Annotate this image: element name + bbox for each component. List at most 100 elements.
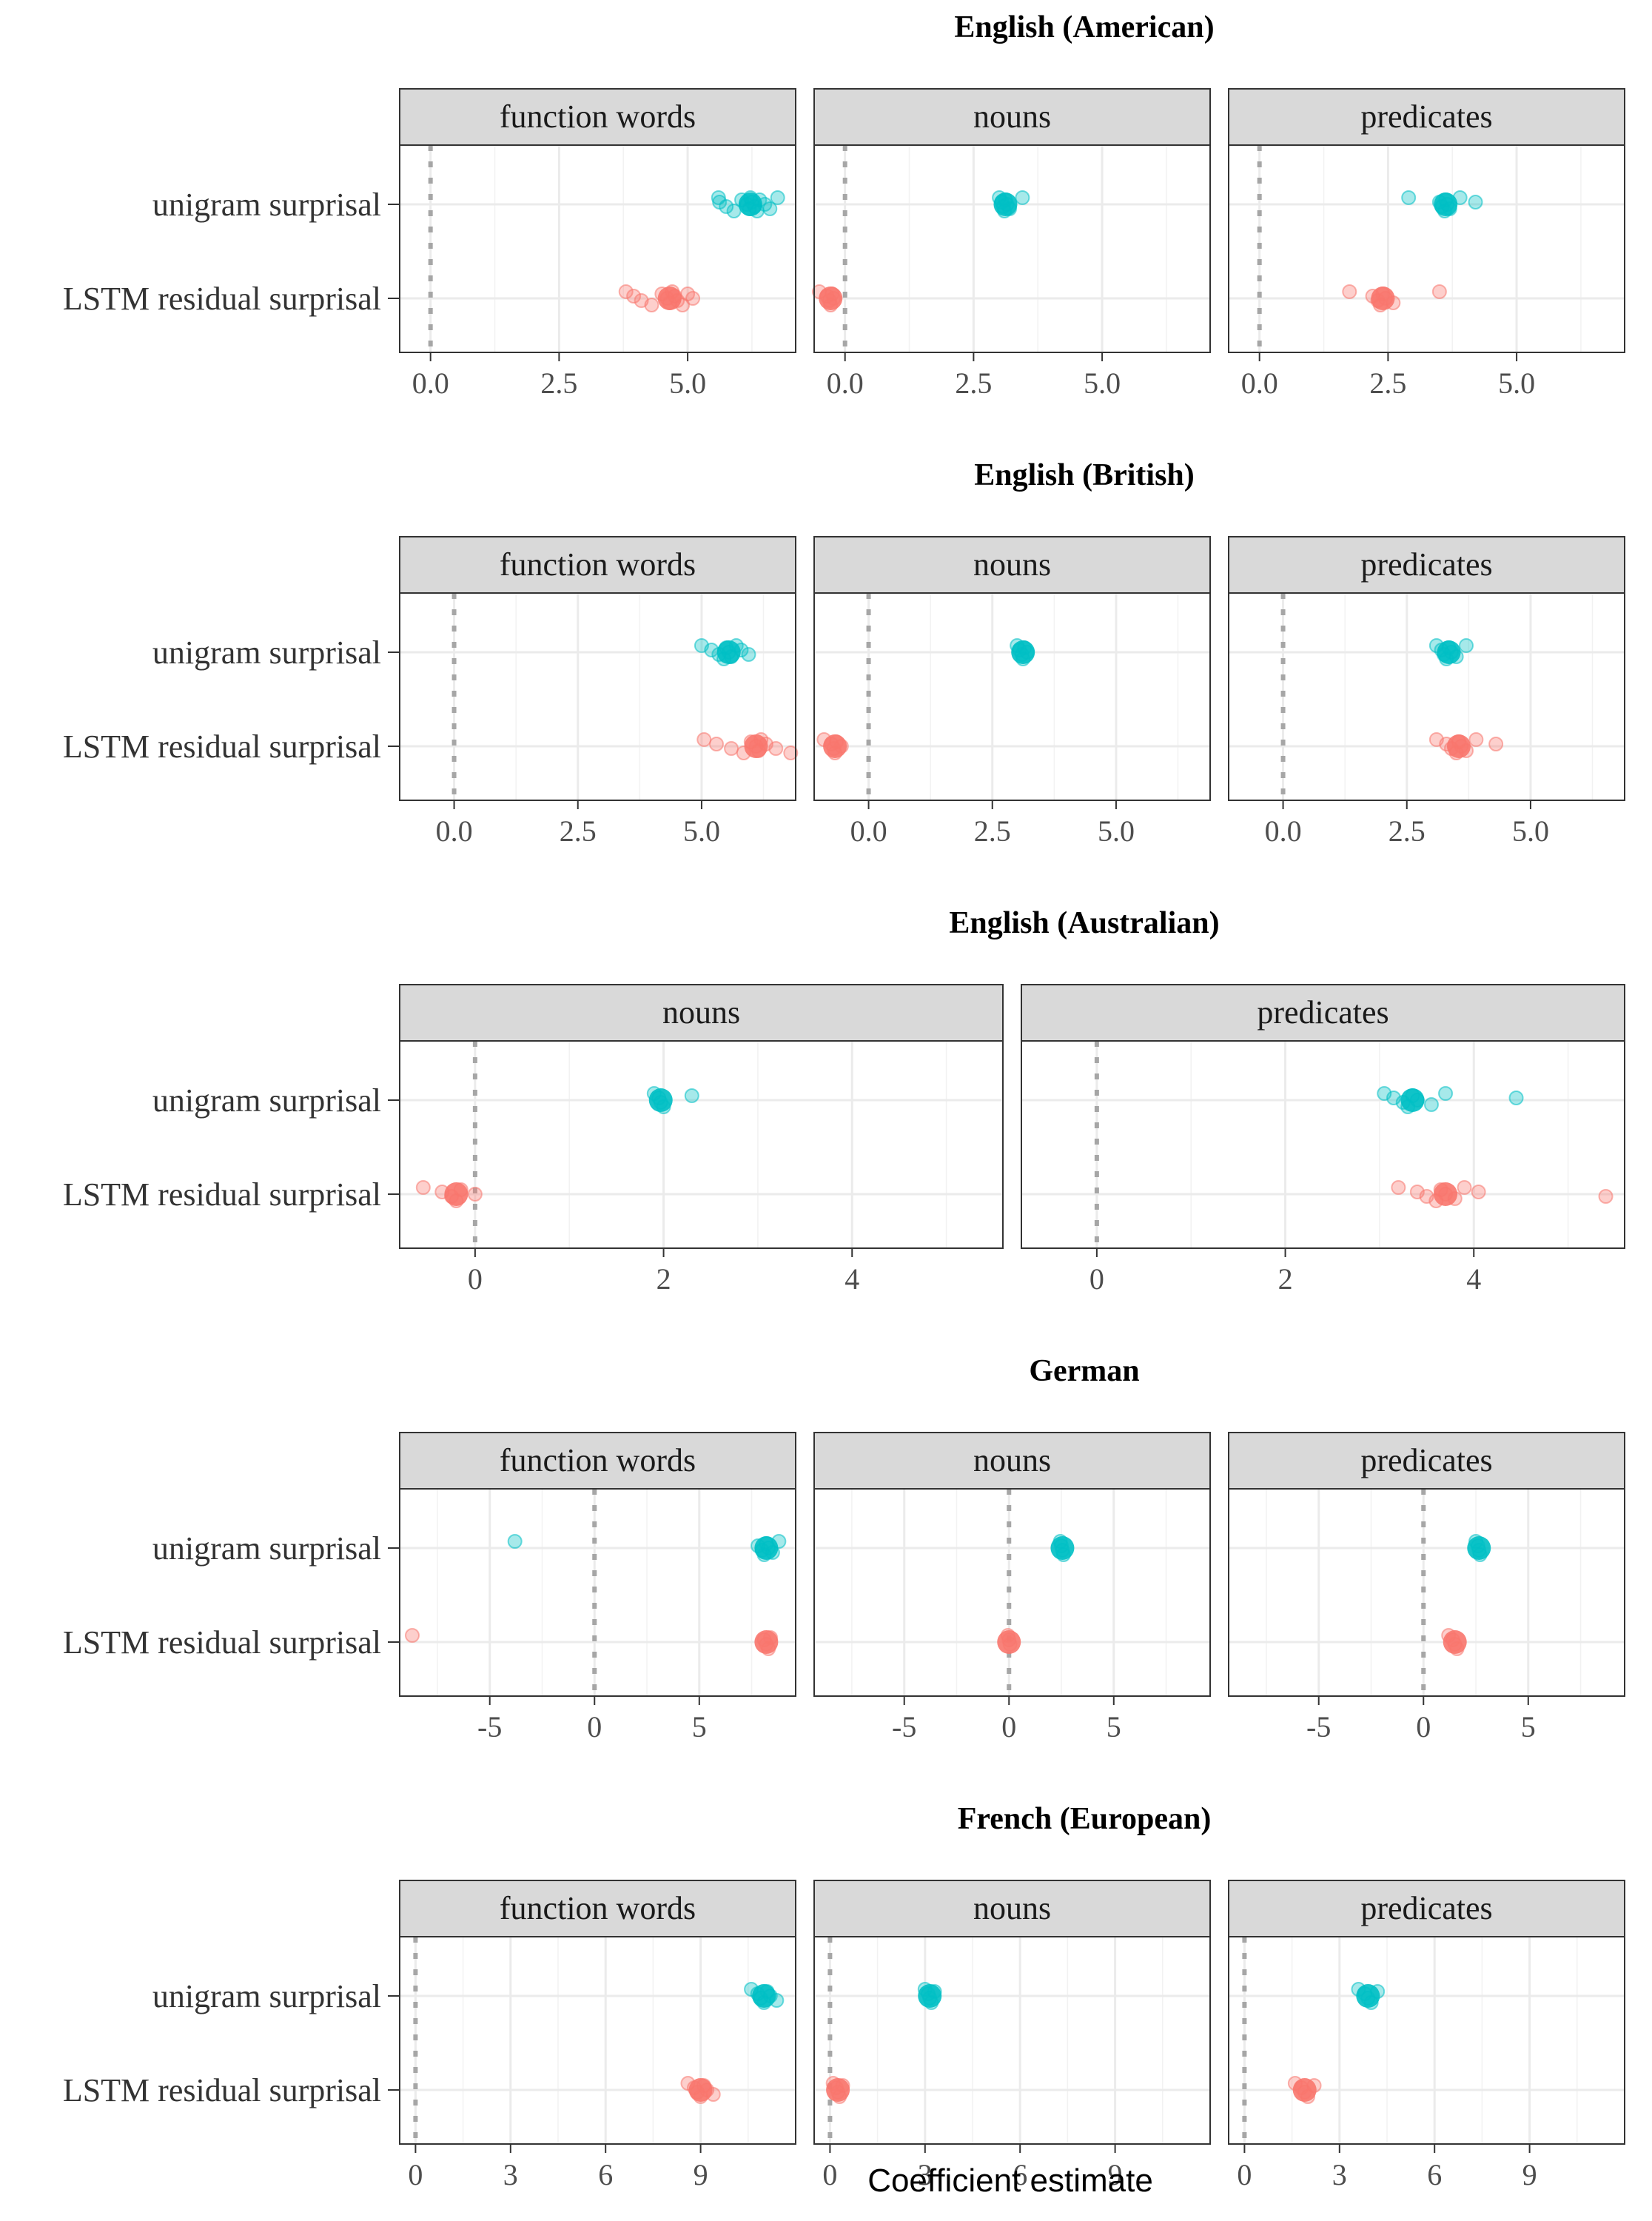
language-title: English (Australian)	[949, 906, 1219, 940]
facet-strip-label: function words	[500, 1890, 696, 1926]
facet-strip-label: predicates	[1257, 994, 1389, 1031]
facet-strip-label: nouns	[973, 98, 1051, 135]
panel-background	[814, 1489, 1210, 1696]
x-tick-label: 0	[587, 1710, 602, 1743]
data-point	[1598, 1189, 1614, 1204]
x-tick-label: 5.0	[683, 814, 720, 848]
x-tick-label: 0.0	[436, 814, 473, 848]
x-tick-label: 5.0	[1512, 814, 1549, 848]
cluster-point	[1443, 1630, 1467, 1654]
row-label: unigram surprisal	[152, 187, 381, 223]
x-tick-label: 0	[1416, 1710, 1431, 1743]
x-tick-label: 2.5	[955, 366, 992, 400]
data-point	[770, 190, 785, 205]
cluster-point	[1467, 1536, 1491, 1560]
x-tick-label: 0.0	[827, 366, 864, 400]
panel-border	[813, 1936, 1211, 2145]
x-tick-label: 6	[598, 2158, 613, 2191]
x-tick-label: 5.0	[1084, 366, 1121, 400]
facet-panel: function words -5 0 5	[399, 1432, 796, 1743]
row-label: unigram surprisal	[152, 1530, 381, 1567]
panel-border	[399, 1040, 1004, 1249]
x-axis-label: Coefficient estimate	[867, 2163, 1153, 2199]
row-label: unigram surprisal	[152, 1978, 381, 2014]
facet-strip-label: predicates	[1360, 1890, 1492, 1926]
panel-border	[399, 592, 796, 801]
data-point	[1468, 732, 1484, 747]
facet-strip-label: function words	[500, 546, 696, 583]
panel-background	[1229, 1937, 1625, 2144]
data-point	[1431, 284, 1447, 299]
panel-border	[813, 144, 1211, 353]
facet-strip	[813, 1432, 1211, 1490]
panel-background	[814, 1937, 1210, 2144]
data-point	[1471, 1185, 1486, 1199]
panel-border	[399, 144, 796, 353]
data-point	[726, 204, 742, 218]
x-tick-label: 2.5	[974, 814, 1011, 848]
facet-panel: predicates 0 2 4	[1021, 984, 1625, 1296]
facet-strip-label: predicates	[1360, 546, 1492, 583]
facet-panel: predicates 0.0 2.5 5.0	[1228, 88, 1625, 400]
facet-panel: nouns 0 2 4	[399, 984, 1004, 1296]
data-point	[404, 1628, 420, 1643]
panel-background	[1229, 1489, 1625, 1696]
cluster-point	[744, 734, 768, 758]
facet-strip-label: predicates	[1360, 98, 1492, 135]
facet-strip	[1228, 88, 1625, 146]
panel-background	[814, 593, 1210, 800]
data-point	[1423, 1097, 1439, 1112]
data-point	[626, 289, 642, 304]
facet-strip-label: nouns	[973, 546, 1051, 583]
x-tick-label: -5	[477, 1710, 502, 1743]
row-label: LSTM residual surprisal	[63, 2072, 381, 2108]
data-point	[719, 199, 734, 214]
panel-background	[1021, 1041, 1625, 1248]
facet-panel: nouns 0.0 2.5 5.0	[813, 536, 1211, 848]
x-tick-label: 0	[822, 2158, 837, 2191]
panel-background	[814, 145, 1210, 352]
cluster-point	[752, 1984, 776, 2008]
x-tick-label: 2.5	[1369, 366, 1406, 400]
x-tick-label: 2	[657, 1262, 671, 1296]
facet-strip-label: function words	[500, 98, 696, 135]
facet-strip	[813, 536, 1211, 594]
x-tick-label: 2.5	[560, 814, 597, 848]
cluster-point	[1011, 640, 1035, 664]
cluster-point	[657, 287, 682, 310]
cluster-point	[688, 2078, 713, 2102]
panel-border	[1228, 592, 1625, 801]
cluster-point	[1437, 640, 1461, 664]
data-point	[1401, 190, 1417, 205]
row-label: LSTM residual surprisal	[63, 728, 381, 765]
facet-strip	[813, 1880, 1211, 1937]
x-tick-label: 0	[1001, 1710, 1016, 1743]
cluster-point	[993, 192, 1018, 216]
data-point	[709, 737, 724, 751]
cluster-point	[648, 1088, 673, 1112]
panel-border	[1021, 1040, 1625, 1249]
panel-background	[400, 1937, 796, 2144]
data-point	[1015, 190, 1030, 205]
data-point	[1391, 1180, 1406, 1195]
facet-panel: function words 0.0 2.5 5.0	[399, 88, 796, 400]
data-point	[684, 1088, 699, 1103]
facet-strip	[813, 88, 1211, 146]
facet-strip	[1228, 536, 1625, 594]
data-point	[768, 741, 784, 756]
panel-border	[1228, 1936, 1625, 2145]
panel-background	[400, 593, 796, 800]
x-tick-label: 5	[1521, 1710, 1536, 1743]
x-tick-label: 0.0	[1265, 814, 1302, 848]
x-tick-label: 0.0	[412, 366, 449, 400]
data-point	[741, 647, 756, 662]
cluster-point	[1292, 2078, 1317, 2102]
x-tick-label: 6	[1427, 2158, 1442, 2191]
language-title: English (British)	[974, 458, 1195, 492]
facet-strip-label: function words	[500, 1442, 696, 1478]
panel-border	[813, 1488, 1211, 1697]
facet-panel: nouns 0.0 2.5 5.0	[811, 88, 1211, 400]
row-label: LSTM residual surprisal	[63, 1624, 381, 1661]
x-tick-label: 5	[692, 1710, 707, 1743]
